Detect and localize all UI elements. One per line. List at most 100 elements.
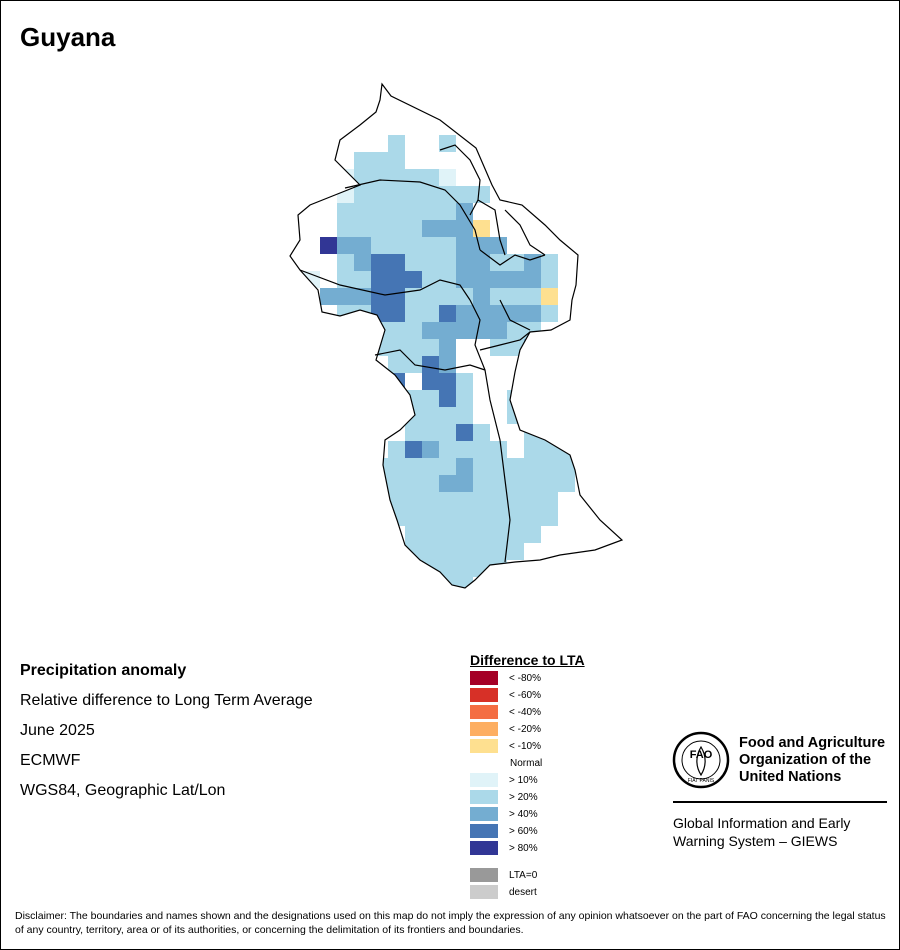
grid-cell — [388, 356, 405, 373]
grid-cell — [524, 254, 541, 271]
grid-cell — [439, 543, 456, 560]
grid-cell — [541, 458, 558, 475]
legend-item: desert — [470, 885, 537, 899]
grid-cell — [575, 203, 592, 220]
grid-cell — [541, 118, 558, 135]
grid-cell — [354, 492, 371, 509]
grid-cell — [456, 186, 473, 203]
grid-cell — [290, 169, 303, 186]
grid-cell — [303, 526, 320, 543]
grid-cell — [354, 441, 371, 458]
grid-cell — [405, 288, 422, 305]
grid-cell — [507, 577, 524, 588]
grid-cell — [422, 135, 439, 152]
grid-cell — [388, 322, 405, 339]
grid-cell — [456, 271, 473, 288]
grid-cell — [558, 509, 575, 526]
grid-cell — [290, 390, 303, 407]
grid-cell — [456, 441, 473, 458]
grid-cell — [490, 356, 507, 373]
grid-cell — [371, 84, 388, 101]
grid-cell — [507, 203, 524, 220]
grid-cell — [320, 288, 337, 305]
grid-cell — [507, 424, 524, 441]
grid-cell — [337, 288, 354, 305]
grid-cell — [490, 203, 507, 220]
grid-cell — [626, 186, 643, 203]
grid-cell — [524, 339, 541, 356]
grid-cell — [422, 458, 439, 475]
grid-cell — [422, 526, 439, 543]
grid-cell — [320, 390, 337, 407]
grid-cell — [354, 594, 371, 611]
grid-cell — [490, 135, 507, 152]
grid-cell — [320, 271, 337, 288]
grid-cell — [541, 237, 558, 254]
legend-swatch — [470, 688, 498, 702]
legend-label: desert — [509, 886, 537, 898]
grid-cell — [575, 186, 592, 203]
grid-cell — [388, 101, 405, 118]
grid-cell — [405, 118, 422, 135]
grid-cell — [575, 407, 592, 424]
grid-cell — [388, 135, 405, 152]
grid-cell — [490, 118, 507, 135]
region-border-north — [344, 179, 481, 251]
grid-cell — [490, 594, 507, 611]
grid-cell — [541, 424, 558, 441]
grid-cell — [473, 118, 490, 135]
grid-cell — [422, 271, 439, 288]
grid-cell — [388, 186, 405, 203]
grid-cell — [388, 288, 405, 305]
legend-swatch — [470, 868, 498, 882]
grid-cell — [303, 135, 320, 152]
grid-cell — [473, 101, 490, 118]
grid-cell — [439, 186, 456, 203]
grid-cell — [575, 135, 592, 152]
grid-cell — [388, 169, 405, 186]
grid-cell — [320, 84, 337, 101]
grid-cell — [303, 356, 320, 373]
grid-cell — [422, 441, 439, 458]
grid-cell — [290, 118, 303, 135]
grid-cell — [388, 407, 405, 424]
region-border-central-3 — [374, 349, 486, 371]
grid-cell — [405, 373, 422, 390]
grid-cell — [337, 390, 354, 407]
grid-cell — [541, 526, 558, 543]
legend-swatch — [470, 790, 498, 804]
legend-swatch — [470, 722, 498, 736]
grid-cell — [405, 475, 422, 492]
grid-cell — [541, 407, 558, 424]
grid-cell — [290, 152, 303, 169]
grid-cell — [490, 475, 507, 492]
grid-cell — [456, 339, 473, 356]
grid-cell — [337, 424, 354, 441]
grid-cell — [558, 475, 575, 492]
fao-logo-motto: FIAT PANIS — [688, 778, 715, 784]
grid-cell — [371, 237, 388, 254]
grid-cell — [524, 322, 541, 339]
grid-cell — [456, 356, 473, 373]
grid-cell — [609, 475, 622, 492]
legend-swatch — [470, 841, 498, 855]
grid-cell — [422, 492, 439, 509]
grid-cell — [456, 118, 473, 135]
grid-cell — [354, 458, 371, 475]
grid-cell — [354, 118, 371, 135]
grid-cell — [473, 322, 490, 339]
grid-cell — [524, 169, 541, 186]
grid-cell — [507, 543, 524, 560]
grid-cell — [558, 254, 575, 271]
grid-cell — [456, 169, 473, 186]
grid-cell — [558, 186, 575, 203]
grid-cell — [303, 373, 320, 390]
grid-cell — [337, 237, 354, 254]
grid-cell — [507, 135, 524, 152]
grid-cell — [439, 407, 456, 424]
grid-cell — [371, 220, 388, 237]
anomaly-grid — [290, 84, 643, 611]
grid-cell — [320, 322, 337, 339]
grid-cell — [290, 458, 303, 475]
grid-cell — [290, 322, 303, 339]
